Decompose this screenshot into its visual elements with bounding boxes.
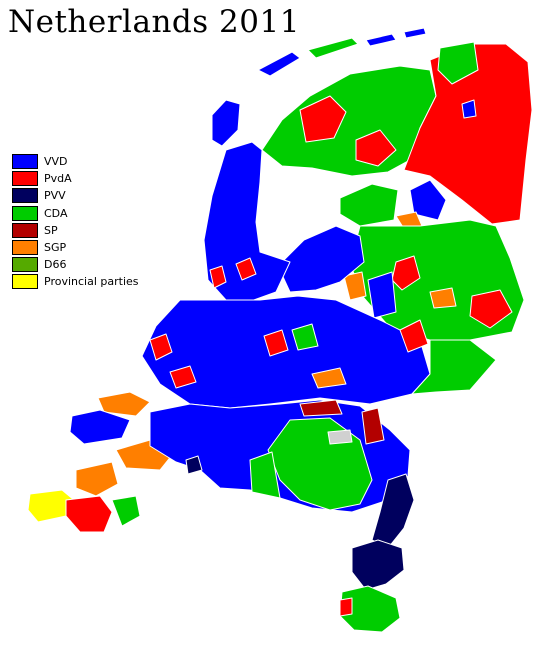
legend-item-cda: CDA [12, 205, 139, 222]
legend-swatch-sgp [12, 240, 38, 256]
map-title: Netherlands 2011 [8, 4, 300, 40]
island-vlieland [257, 51, 301, 77]
south-holland-pvda-1 [149, 333, 173, 361]
zeeland-island-1 [97, 391, 151, 417]
legend-swatch-cda [12, 205, 38, 221]
overijssel-sgp-2 [429, 287, 457, 309]
drenthe-vvd [409, 179, 447, 221]
legend-swatch-pvv [12, 188, 38, 204]
groningen-vvd [461, 99, 477, 119]
legend-item-provincial: Provincial parties [12, 273, 139, 290]
friesland-pvda-2 [355, 129, 397, 167]
brabant-sp-2 [361, 407, 385, 445]
overijssel-vvd [367, 271, 397, 319]
utrecht-cda [291, 323, 319, 351]
legend-label: PvdA [44, 172, 72, 186]
legend-item-sp: SP [12, 222, 139, 239]
limburg-pvda [339, 597, 353, 617]
zeeland-island-2 [69, 409, 131, 445]
legend-item-sgp: SGP [12, 239, 139, 256]
legend-label: D66 [44, 258, 67, 272]
island-schiermonnikoog [403, 27, 427, 39]
limburg-mid [351, 539, 405, 591]
brabant-grey [327, 429, 353, 445]
legend-item-vvd: VVD [12, 153, 139, 170]
legend-label: SP [44, 223, 58, 237]
zeeland-island-4 [75, 461, 119, 497]
brabant-sp [299, 399, 343, 417]
legend-swatch-vvd [12, 154, 38, 170]
groningen-cda [437, 41, 479, 85]
island-ameland [365, 33, 397, 47]
legend-swatch-d66 [12, 257, 38, 273]
legend-label: PVV [44, 189, 66, 203]
island-terschelling [307, 37, 359, 59]
utrecht-pvda [263, 329, 289, 357]
south-holland-pvda-2 [169, 365, 197, 389]
legend: VVD PvdA PVV CDA SP SGP D66 Provincial p… [12, 153, 139, 291]
region-flevoland [277, 225, 365, 293]
overijssel-sgp-1 [343, 271, 367, 301]
drenthe-cda [339, 183, 399, 227]
gelderland-sgp [311, 367, 347, 389]
zeeland-flanders-pvda [65, 495, 113, 533]
zeeland-flanders-cda [111, 495, 141, 527]
island-texel [211, 99, 241, 147]
region-south-holland [141, 295, 431, 409]
north-holland-pvda [209, 265, 227, 289]
legend-item-pvda: PvdA [12, 170, 139, 187]
friesland-pvda-1 [299, 95, 347, 143]
north-holland-pvda-2 [235, 257, 257, 281]
region-north-holland [203, 141, 291, 303]
region-groningen [403, 43, 533, 225]
legend-swatch-provincial [12, 274, 38, 290]
gelderland-pvda [399, 319, 429, 353]
overijssel-pvda-1 [469, 289, 513, 329]
legend-label: SGP [44, 241, 67, 255]
legend-label: CDA [44, 206, 68, 220]
gelderland-cda [411, 339, 497, 395]
brabant-cda-2 [249, 451, 281, 499]
legend-item-pvv: PVV [12, 187, 139, 204]
legend-label: VVD [44, 155, 68, 169]
limburg-north [371, 473, 415, 549]
legend-label: Provincial parties [44, 275, 139, 289]
limburg-south [339, 585, 401, 633]
legend-swatch-pvda [12, 171, 38, 187]
legend-item-d66: D66 [12, 256, 139, 273]
legend-swatch-sp [12, 222, 38, 238]
brabant-pvv [185, 455, 203, 475]
